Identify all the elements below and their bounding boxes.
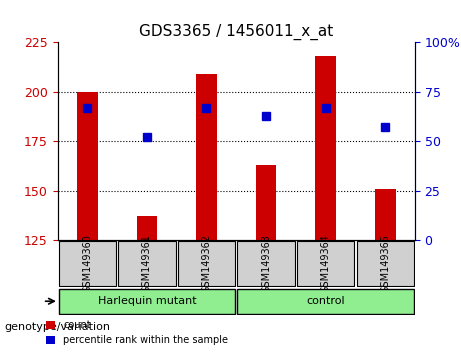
Bar [375,189,396,240]
Title: GDS3365 / 1456011_x_at: GDS3365 / 1456011_x_at [139,23,333,40]
Text: GSM149363: GSM149363 [261,234,271,293]
Text: GSM149362: GSM149362 [201,234,212,293]
FancyBboxPatch shape [356,241,414,286]
FancyBboxPatch shape [118,241,176,286]
Bar [136,216,157,240]
FancyBboxPatch shape [178,241,235,286]
Text: GSM149365: GSM149365 [380,234,390,293]
FancyBboxPatch shape [59,241,116,286]
Text: GSM149360: GSM149360 [83,234,92,293]
Text: Harlequin mutant: Harlequin mutant [98,296,196,306]
Bar [196,74,217,240]
Text: genotype/variation: genotype/variation [5,322,111,332]
FancyBboxPatch shape [237,289,414,314]
Text: GSM149361: GSM149361 [142,234,152,293]
FancyBboxPatch shape [297,241,354,286]
Bar [77,92,98,240]
FancyBboxPatch shape [237,241,295,286]
Text: control: control [306,296,345,306]
Legend: count, percentile rank within the sample: count, percentile rank within the sample [42,316,232,349]
Bar [255,165,277,240]
FancyBboxPatch shape [59,289,235,314]
Text: GSM149364: GSM149364 [320,234,331,293]
Bar [315,56,336,240]
